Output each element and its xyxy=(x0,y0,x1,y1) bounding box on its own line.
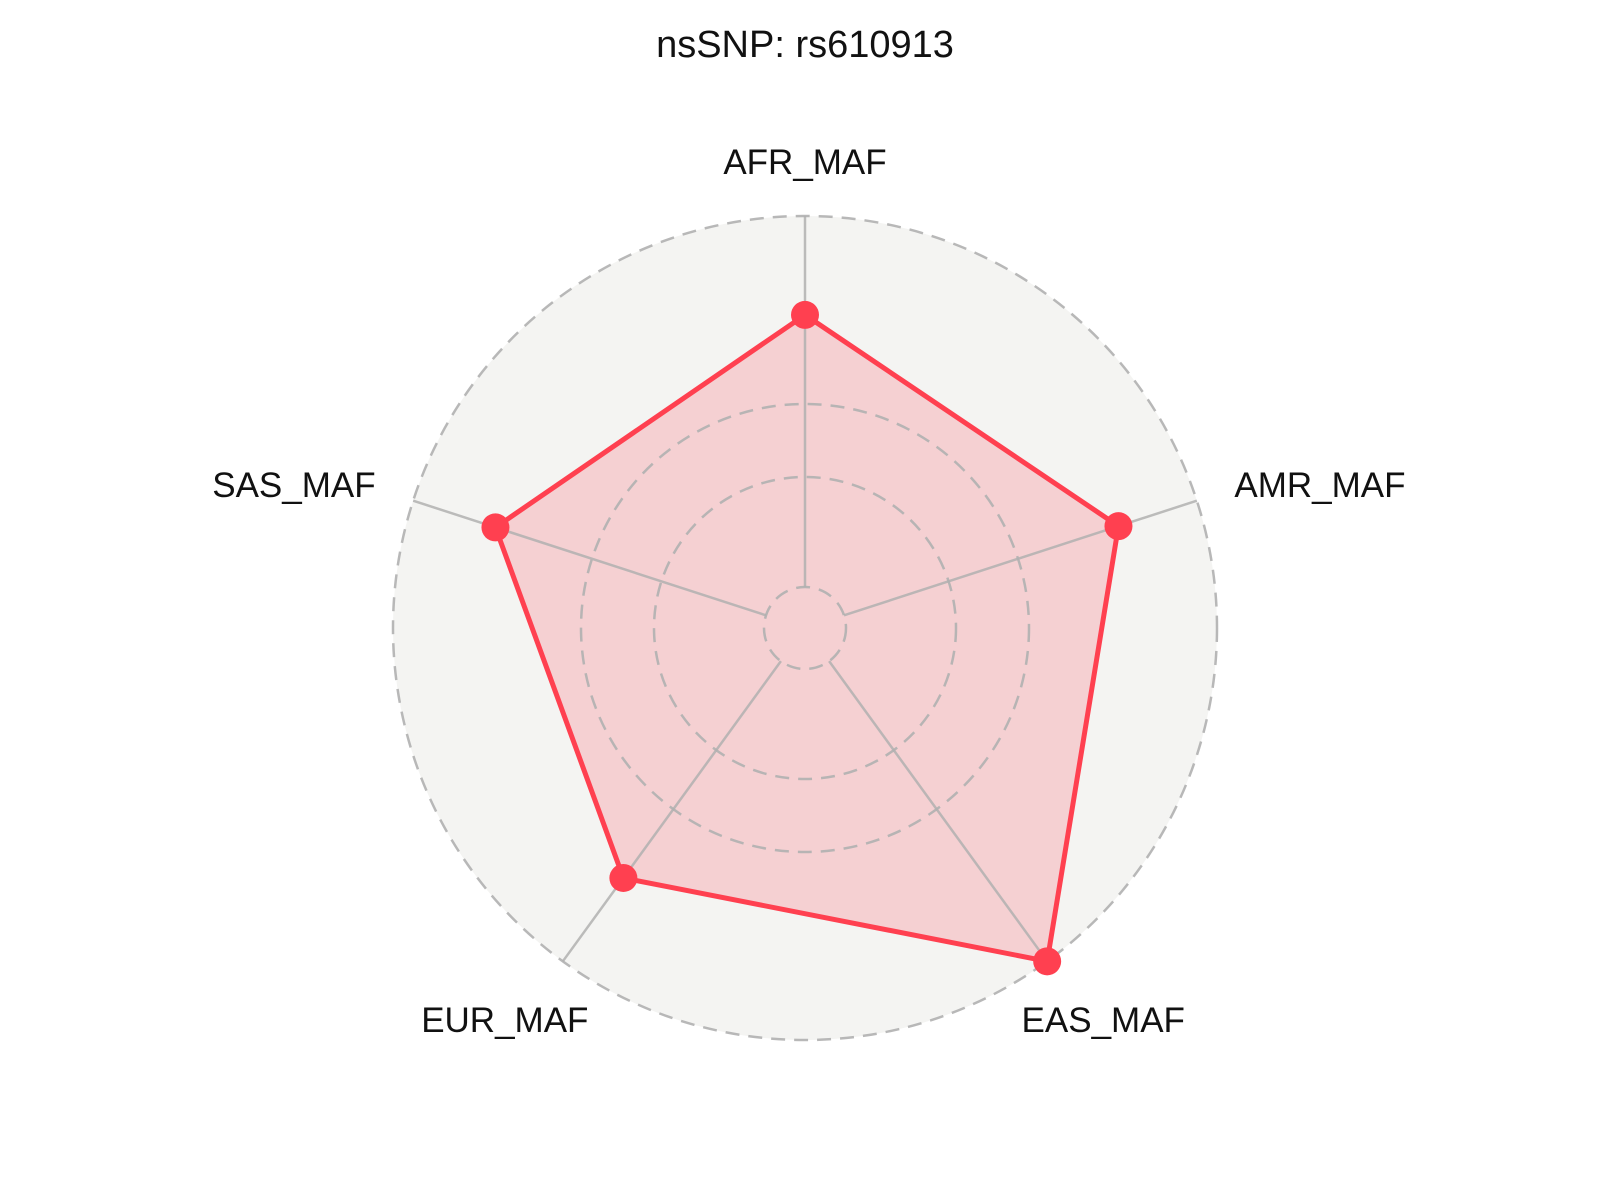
category-label-eas_maf: EAS_MAF xyxy=(1022,1001,1185,1040)
spoke-eur_maf xyxy=(561,660,782,963)
data-point-eas_maf xyxy=(1033,947,1062,976)
grid-circle-3 xyxy=(391,214,1219,1042)
category-label-eur_maf: EUR_MAF xyxy=(421,1001,588,1040)
spoke-eas_maf xyxy=(828,660,1049,963)
spoke-sas_maf xyxy=(412,499,767,617)
category-label-sas_maf: SAS_MAF xyxy=(212,466,375,505)
spoke-amr_maf xyxy=(843,499,1198,617)
data-point-sas_maf xyxy=(481,513,510,542)
category-label-afr_maf: AFR_MAF xyxy=(723,143,886,182)
data-point-amr_maf xyxy=(1104,512,1133,541)
series-area xyxy=(495,314,1119,962)
category-label-amr_maf: AMR_MAF xyxy=(1234,466,1405,505)
data-point-eur_maf xyxy=(609,863,638,892)
data-point-afr_maf xyxy=(791,300,819,329)
chart-title: nsSNP: rs610913 xyxy=(656,24,954,66)
grid-circle-2 xyxy=(579,402,1031,854)
grid-circle-1 xyxy=(652,475,958,781)
plot-area: AFR_MAF AMR_MAF EAS_MAF EUR_MAF SAS_MAF xyxy=(212,143,1406,1042)
grid-circle-0 xyxy=(762,585,848,671)
series-line xyxy=(492,312,1121,964)
